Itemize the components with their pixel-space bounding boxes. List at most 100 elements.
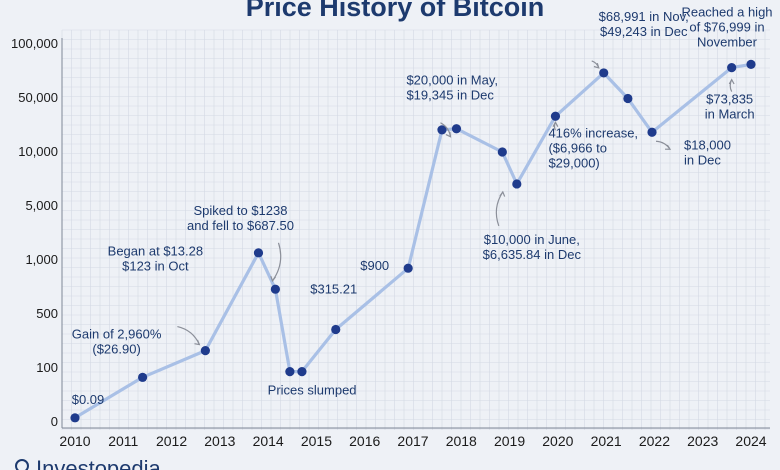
annotation-arrowhead bbox=[270, 275, 277, 283]
annotation-arrowhead bbox=[593, 62, 600, 69]
data-point bbox=[599, 68, 609, 78]
data-point bbox=[331, 324, 341, 335]
series-line bbox=[74, 62, 752, 420]
data-point bbox=[647, 127, 657, 137]
y-tick-label: 100 bbox=[36, 360, 58, 375]
annotation-line: $123 in Oct bbox=[122, 259, 189, 274]
data-point bbox=[727, 63, 737, 73]
x-tick-label: 2018 bbox=[446, 433, 477, 449]
annotation-label: 416% increase, ($6,966 to $29,000) bbox=[548, 125, 638, 170]
annotation-arrow bbox=[177, 326, 200, 345]
data-point bbox=[437, 125, 447, 135]
x-tick-label: 2020 bbox=[542, 433, 573, 449]
annotation-line: Gain of 2,960% bbox=[72, 326, 162, 341]
annotation-label: $315.21 bbox=[310, 281, 357, 296]
annotation-arrowhead bbox=[552, 121, 559, 127]
annotation-line: and fell to $687.50 bbox=[187, 218, 294, 233]
annotation-line: ($6,966 to bbox=[548, 140, 607, 155]
annotation-arrowhead bbox=[665, 144, 672, 150]
annotation-label: $18,000 in Dec bbox=[684, 137, 731, 167]
annotations: $0.09 Gain of 2,960% ($26.90) Began at $13.… bbox=[72, 4, 773, 406]
annotation-label: Spiked to $1238 and fell to $687.50 bbox=[187, 203, 294, 233]
annotation-label: $0.09 bbox=[72, 392, 105, 407]
x-tick-label: 2012 bbox=[156, 433, 187, 449]
x-tick-label: 2015 bbox=[301, 433, 332, 449]
x-tick-label: 2022 bbox=[639, 433, 670, 449]
x-tick-label: 2017 bbox=[397, 433, 428, 449]
annotation-line: of $76,999 in bbox=[689, 19, 764, 34]
data-point bbox=[70, 413, 80, 423]
x-tick-label: 2013 bbox=[204, 433, 235, 449]
annotation-line: in March bbox=[705, 107, 755, 122]
annotation-line: ($26.90) bbox=[92, 341, 140, 356]
annotation-line: $0.09 bbox=[72, 392, 105, 407]
annotation-arrowhead bbox=[499, 190, 506, 197]
data-point bbox=[297, 367, 307, 377]
annotation-line: $49,243 in Dec bbox=[600, 24, 688, 39]
data-point bbox=[253, 248, 264, 258]
annotation-line: Spiked to $1238 bbox=[194, 203, 288, 218]
data-point bbox=[623, 93, 633, 104]
annotation-label: $10,000 in June, $6,635.84 in Dec bbox=[483, 232, 582, 262]
annotation-label: Prices slumped bbox=[268, 383, 357, 398]
annotation-line: in Dec bbox=[684, 152, 721, 167]
y-tick-label: 5,000 bbox=[25, 198, 58, 213]
annotation-arrowhead bbox=[445, 131, 452, 138]
annotation-line: $6,635.84 in Dec bbox=[483, 247, 582, 262]
annotation-label: Began at $13.28 $123 in Oct bbox=[108, 244, 203, 274]
data-point bbox=[512, 179, 522, 189]
annotation-line: $20,000 in May, bbox=[406, 73, 498, 88]
x-tick-label: 2014 bbox=[253, 433, 284, 449]
y-tick-label: 100,000 bbox=[11, 36, 58, 51]
annotation-line: Reached a high bbox=[681, 4, 772, 19]
annotation-line: 416% increase, bbox=[548, 125, 638, 140]
data-point bbox=[200, 345, 210, 356]
axes: 0 100 500 1,000 5,000 10,000 50,000 100,000 2010… bbox=[11, 36, 770, 449]
annotation-line: Began at $13.28 bbox=[108, 244, 203, 259]
brand-name: Investopedia bbox=[36, 456, 162, 470]
annotation-label: Gain of 2,960% ($26.90) bbox=[72, 326, 162, 356]
annotation-arrowhead bbox=[194, 339, 201, 346]
annotation-line: Prices slumped bbox=[268, 383, 357, 398]
annotation-line: $315.21 bbox=[310, 281, 357, 296]
annotation-label: $68,991 in Nov, $49,243 in Dec bbox=[599, 9, 689, 39]
annotation-line: $29,000) bbox=[548, 155, 599, 170]
data-point bbox=[550, 111, 561, 121]
y-tick-label: 0 bbox=[51, 414, 58, 429]
data-point bbox=[497, 147, 507, 157]
annotation-line: November bbox=[697, 34, 758, 49]
annotation-line: $19,345 in Dec bbox=[406, 88, 494, 103]
y-tick-label: 1,000 bbox=[25, 252, 58, 267]
x-tick-label: 2019 bbox=[494, 433, 525, 449]
x-tick-label: 2016 bbox=[349, 433, 380, 449]
x-tick-label: 2021 bbox=[591, 433, 622, 449]
annotation-arrows bbox=[177, 60, 735, 346]
data-points bbox=[70, 59, 756, 423]
data-point bbox=[403, 263, 413, 273]
data-point bbox=[270, 284, 280, 294]
x-tick-label: 2023 bbox=[687, 433, 718, 449]
x-tick-label: 2024 bbox=[735, 433, 766, 449]
annotation-label: $20,000 in May, $19,345 in Dec bbox=[406, 73, 498, 103]
y-tick-label: 50,000 bbox=[18, 90, 58, 105]
annotation-arrow bbox=[495, 191, 504, 227]
annotation-line: $18,000 bbox=[684, 137, 731, 152]
brand-logo: Investopedia bbox=[15, 456, 162, 470]
annotation-line: $10,000 in June, bbox=[484, 232, 580, 247]
y-tick-label: 10,000 bbox=[18, 144, 58, 159]
annotation-line: $73,835 bbox=[706, 92, 753, 107]
price-line bbox=[74, 62, 752, 420]
annotation-label: Reached a high of $76,999 in November bbox=[681, 4, 772, 49]
y-tick-label: 500 bbox=[36, 306, 58, 321]
x-tick-label: 2010 bbox=[59, 433, 90, 449]
data-point bbox=[451, 124, 462, 134]
annotation-label: $73,835 in March bbox=[705, 92, 755, 122]
annotation-line: $68,991 in Nov, bbox=[599, 9, 689, 24]
data-point bbox=[138, 372, 148, 382]
data-point bbox=[746, 59, 756, 69]
x-tick-label: 2011 bbox=[108, 433, 138, 449]
annotation-line: $900 bbox=[360, 258, 389, 273]
annotation-arrowhead bbox=[728, 78, 735, 85]
data-point bbox=[285, 367, 295, 377]
